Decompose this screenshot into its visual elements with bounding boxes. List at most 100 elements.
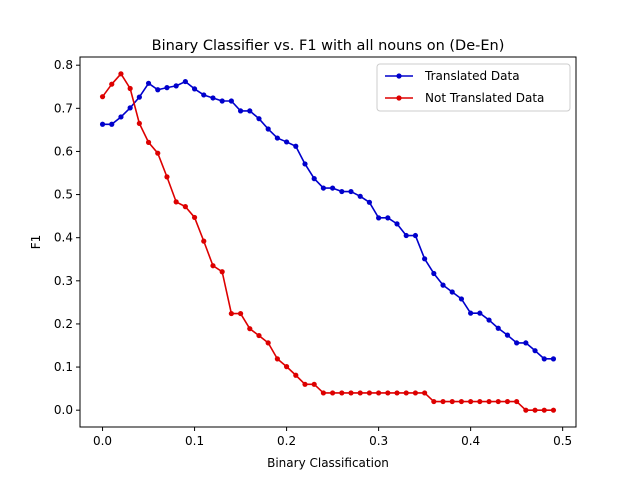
y-tick-label: 0.1 <box>54 360 73 374</box>
data-point-translated-data <box>164 85 170 91</box>
y-tick-label: 0.8 <box>54 58 73 72</box>
data-point-translated-data <box>366 199 373 205</box>
legend: Translated Data Not Translated Data <box>376 63 571 112</box>
data-point-not-translated-data <box>422 390 428 396</box>
data-point-translated-data <box>458 296 465 302</box>
data-point-not-translated-data <box>339 390 345 396</box>
data-point-translated-data <box>210 95 216 101</box>
data-point-not-translated-data <box>191 214 198 221</box>
data-point-translated-data <box>348 188 354 195</box>
data-point-not-translated-data <box>376 390 382 396</box>
y-axis-label: F1 <box>29 235 43 250</box>
data-point-not-translated-data <box>145 139 152 145</box>
data-point-translated-data <box>523 340 529 346</box>
data-point-translated-data <box>468 310 474 316</box>
data-point-not-translated-data <box>330 390 336 396</box>
data-point-translated-data <box>293 143 299 149</box>
data-point-not-translated-data <box>394 390 400 396</box>
x-tick-label: 0.2 <box>277 434 296 448</box>
data-point-translated-data <box>394 221 400 227</box>
data-point-not-translated-data <box>440 398 446 405</box>
data-point-not-translated-data <box>293 372 299 378</box>
data-point-not-translated-data <box>274 356 280 362</box>
data-point-translated-data <box>449 289 455 295</box>
data-point-not-translated-data <box>247 326 253 332</box>
y-tick-label: 0.7 <box>54 101 73 115</box>
data-point-translated-data <box>256 116 262 122</box>
data-point-translated-data <box>541 356 547 362</box>
data-point-not-translated-data <box>514 398 520 405</box>
y-axis: 0.0 0.1 0.2 0.3 0.4 0.5 0.6 0.7 0.8 <box>54 58 80 417</box>
data-point-translated-data <box>173 83 179 89</box>
data-point-translated-data <box>136 94 142 100</box>
data-point-not-translated-data <box>477 398 483 405</box>
chart-title: Binary Classifier vs. F1 with all nouns … <box>152 38 505 54</box>
data-point-translated-data <box>431 270 437 277</box>
data-point-not-translated-data <box>412 390 419 396</box>
data-point-not-translated-data <box>109 81 115 87</box>
data-point-not-translated-data <box>523 407 529 413</box>
data-point-not-translated-data <box>210 263 216 269</box>
data-point-translated-data <box>412 232 419 239</box>
legend-label-translated-data: Translated Data <box>424 69 520 83</box>
data-point-not-translated-data <box>118 71 124 77</box>
x-tick-label: 0.5 <box>553 434 572 448</box>
data-point-not-translated-data <box>431 398 437 405</box>
data-point-translated-data <box>274 135 280 141</box>
data-point-translated-data <box>182 78 188 85</box>
data-point-translated-data <box>504 332 511 338</box>
data-point-not-translated-data <box>348 390 354 396</box>
data-point-translated-data <box>155 87 161 93</box>
data-point-translated-data <box>237 108 244 114</box>
data-point-not-translated-data <box>449 398 455 405</box>
y-tick-label: 0.2 <box>54 317 73 331</box>
data-point-not-translated-data <box>320 390 326 396</box>
data-point-not-translated-data <box>219 269 225 275</box>
data-point-not-translated-data <box>468 398 474 405</box>
legend-marker-translated-data <box>396 73 402 79</box>
data-point-translated-data <box>532 348 538 354</box>
data-point-translated-data <box>99 121 106 127</box>
x-axis-label: Binary Classification <box>267 456 389 470</box>
x-tick-label: 0.1 <box>185 434 204 448</box>
data-point-not-translated-data <box>302 381 308 387</box>
data-point-not-translated-data <box>458 398 465 405</box>
legend-frame <box>376 63 571 112</box>
data-point-translated-data <box>339 188 345 195</box>
data-point-not-translated-data <box>237 310 244 317</box>
data-point-not-translated-data <box>541 407 547 413</box>
data-point-translated-data <box>550 356 557 362</box>
data-point-translated-data <box>486 317 492 323</box>
data-point-translated-data <box>219 98 225 104</box>
data-point-not-translated-data <box>155 150 161 156</box>
data-point-translated-data <box>265 126 271 132</box>
x-tick-label: 0.3 <box>369 434 388 448</box>
data-point-translated-data <box>191 86 198 92</box>
data-point-not-translated-data <box>532 407 538 413</box>
data-point-translated-data <box>145 80 152 86</box>
data-point-translated-data <box>228 98 234 104</box>
data-point-translated-data <box>247 108 253 114</box>
data-point-not-translated-data <box>182 204 188 210</box>
y-tick-label: 0.6 <box>54 144 73 158</box>
y-tick-label: 0.4 <box>54 231 73 245</box>
data-point-not-translated-data <box>228 310 234 317</box>
x-tick-label: 0.0 <box>93 434 112 448</box>
y-tick-label: 0.3 <box>54 274 73 288</box>
data-point-translated-data <box>330 185 336 191</box>
data-point-translated-data <box>376 215 382 221</box>
legend-marker-not-translated-data <box>396 95 402 101</box>
data-point-translated-data <box>385 215 391 221</box>
data-point-translated-data <box>357 193 363 199</box>
x-axis: 0.0 0.1 0.2 0.3 0.4 0.5 <box>93 427 572 448</box>
data-point-not-translated-data <box>173 199 179 205</box>
data-point-translated-data <box>514 340 520 346</box>
data-point-not-translated-data <box>311 381 317 387</box>
data-point-not-translated-data <box>550 407 557 413</box>
data-point-not-translated-data <box>357 390 363 396</box>
data-point-not-translated-data <box>256 332 262 339</box>
data-point-translated-data <box>283 139 290 145</box>
data-point-translated-data <box>440 282 446 288</box>
data-point-translated-data <box>320 185 326 191</box>
